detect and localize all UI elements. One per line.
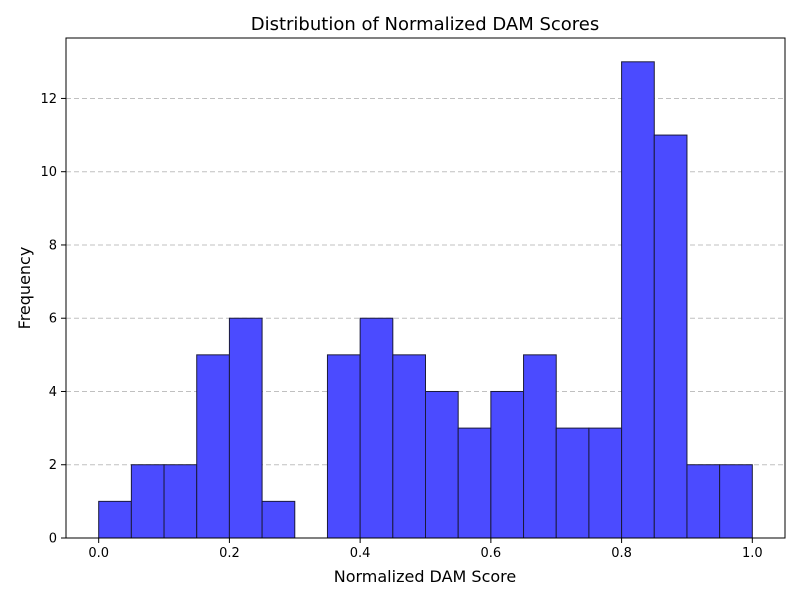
- histogram-bar: [98, 500, 132, 539]
- y-axis-label: Frequency: [15, 247, 34, 330]
- histogram-bar: [196, 354, 230, 539]
- x-tick-label: 0.6: [481, 546, 502, 561]
- y-tick-label: 8: [49, 238, 57, 253]
- histogram-bar: [163, 464, 198, 539]
- histogram-bar: [228, 317, 263, 539]
- histogram-bar: [130, 464, 165, 539]
- histogram-bar: [523, 354, 557, 539]
- histogram-bar: [588, 427, 623, 539]
- histogram-bar: [425, 390, 459, 539]
- x-tick-label: 0.4: [350, 546, 371, 561]
- bars-layer: [98, 61, 753, 539]
- histogram-bar: [359, 317, 394, 539]
- histogram-bar: [261, 500, 296, 539]
- histogram-bar: [653, 134, 688, 539]
- histogram-bar: [392, 354, 426, 539]
- y-tick-label: 6: [49, 312, 57, 327]
- y-tick-label: 0: [49, 532, 57, 547]
- histogram-bar: [555, 427, 590, 539]
- histogram-bar: [490, 390, 525, 539]
- histogram-bar: [326, 354, 361, 539]
- y-tick-label: 4: [49, 385, 57, 400]
- histogram-bar: [621, 61, 655, 539]
- y-tick-label: 2: [49, 458, 57, 473]
- histogram-bar: [686, 464, 721, 539]
- y-tick-label: 10: [40, 165, 57, 180]
- histogram-bar: [719, 464, 753, 539]
- histogram-bar: [457, 427, 492, 539]
- chart-title: Distribution of Normalized DAM Scores: [251, 14, 600, 35]
- y-tick-label: 12: [40, 92, 57, 107]
- x-tick-label: 1.0: [742, 546, 763, 561]
- axes-layer: 0.0 0.2 0.4 0.6 0.8 1.0 0 2 4 6 8 10 12: [40, 37, 786, 561]
- plot-frame: [65, 37, 786, 539]
- x-axis-label: Normalized DAM Score: [334, 567, 517, 586]
- x-tick-label: 0.2: [219, 546, 240, 561]
- x-tick-label: 0.0: [88, 546, 109, 561]
- x-tick-label: 0.8: [611, 546, 632, 561]
